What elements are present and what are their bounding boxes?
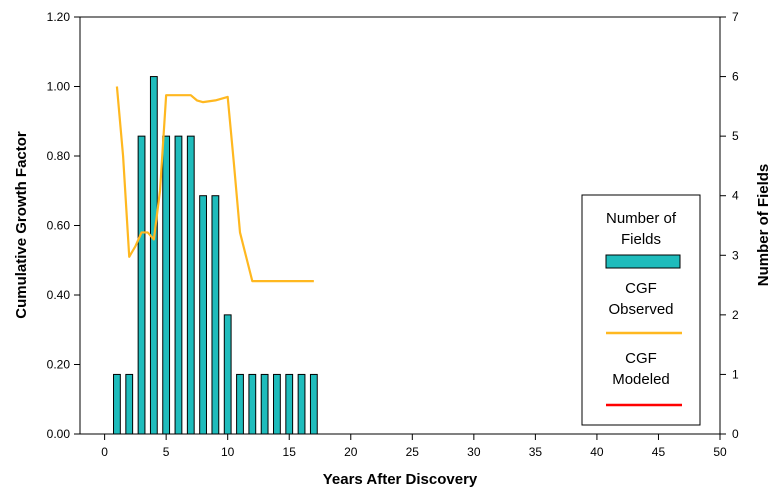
y2-tick-label: 6 [732, 70, 739, 84]
x-tick-label: 25 [406, 445, 420, 459]
bar-year-7 [186, 135, 195, 435]
y-tick-label: 1.20 [47, 10, 71, 24]
x-tick-label: 40 [590, 445, 604, 459]
x-tick-label: 50 [713, 445, 727, 459]
bar-year-11 [236, 373, 244, 435]
bar-year-8 [199, 195, 207, 435]
legend-box [581, 194, 701, 426]
bar-year-17 [309, 373, 318, 435]
bar-year-5 [162, 135, 171, 435]
y-axis-title: Cumulative Growth Factor [13, 131, 30, 319]
y2-tick-label: 3 [732, 248, 739, 262]
legend-bars-swatch [605, 254, 681, 269]
y2-tick-label: 7 [732, 10, 739, 24]
bar-year-14 [273, 373, 281, 435]
y-tick-label: 0.20 [47, 358, 71, 372]
y-tick-label: 0.00 [47, 427, 71, 441]
lines-layer [115, 86, 314, 283]
y-tick-label: 0.40 [47, 288, 71, 302]
bar-year-3 [137, 135, 146, 435]
bar-year-16 [297, 373, 306, 435]
bar-year-10 [223, 314, 232, 435]
series-line-cgf-observed [115, 86, 314, 283]
x-tick-label: 15 [283, 445, 297, 459]
x-tick-label: 5 [163, 445, 170, 459]
y2-tick-label: 4 [732, 189, 739, 203]
ticks-layer: 0 5 10 15 20 25 30 35 40 45 500.000.200.400.600.80… [47, 10, 739, 459]
bar-year-4 [149, 76, 158, 435]
bars-layer [113, 76, 318, 435]
y2-tick-label: 1 [732, 367, 739, 381]
bar-year-15 [285, 373, 294, 435]
legend-bars-label-2: Fields [621, 231, 661, 248]
legend-modeled-label-2: Modeled [612, 371, 670, 388]
legend-observed-label-1: CGF [625, 280, 657, 297]
bar-year-13 [260, 373, 269, 435]
bar-year-1 [113, 373, 121, 435]
x-tick-label: 45 [652, 445, 666, 459]
y2-tick-label: 5 [732, 129, 739, 143]
bar-year-9 [211, 195, 220, 435]
x-axis-title: Years After Discovery [323, 471, 478, 488]
y2-tick-label: 2 [732, 308, 739, 322]
legend: Number of Fields CGF Observed CGF Modele… [581, 194, 701, 426]
x-tick-label: 10 [221, 445, 235, 459]
y-tick-label: 0.80 [47, 149, 71, 163]
legend-modeled-label-1: CGF [625, 350, 657, 367]
y-tick-label: 0.60 [47, 219, 71, 233]
x-tick-label: 30 [467, 445, 481, 459]
bar-year-6 [174, 135, 183, 435]
y-tick-label: 1.00 [47, 80, 71, 94]
legend-observed-label-2: Observed [608, 301, 673, 318]
y2-axis-title: Number of Fields [755, 164, 772, 287]
bar-year-2 [125, 373, 134, 435]
y2-tick-label: 0 [732, 427, 739, 441]
x-tick-label: 20 [344, 445, 358, 459]
bar-year-12 [248, 373, 257, 435]
x-tick-label: 35 [529, 445, 543, 459]
legend-bars-label-1: Number of [606, 210, 677, 227]
x-tick-label: 0 [101, 445, 108, 459]
